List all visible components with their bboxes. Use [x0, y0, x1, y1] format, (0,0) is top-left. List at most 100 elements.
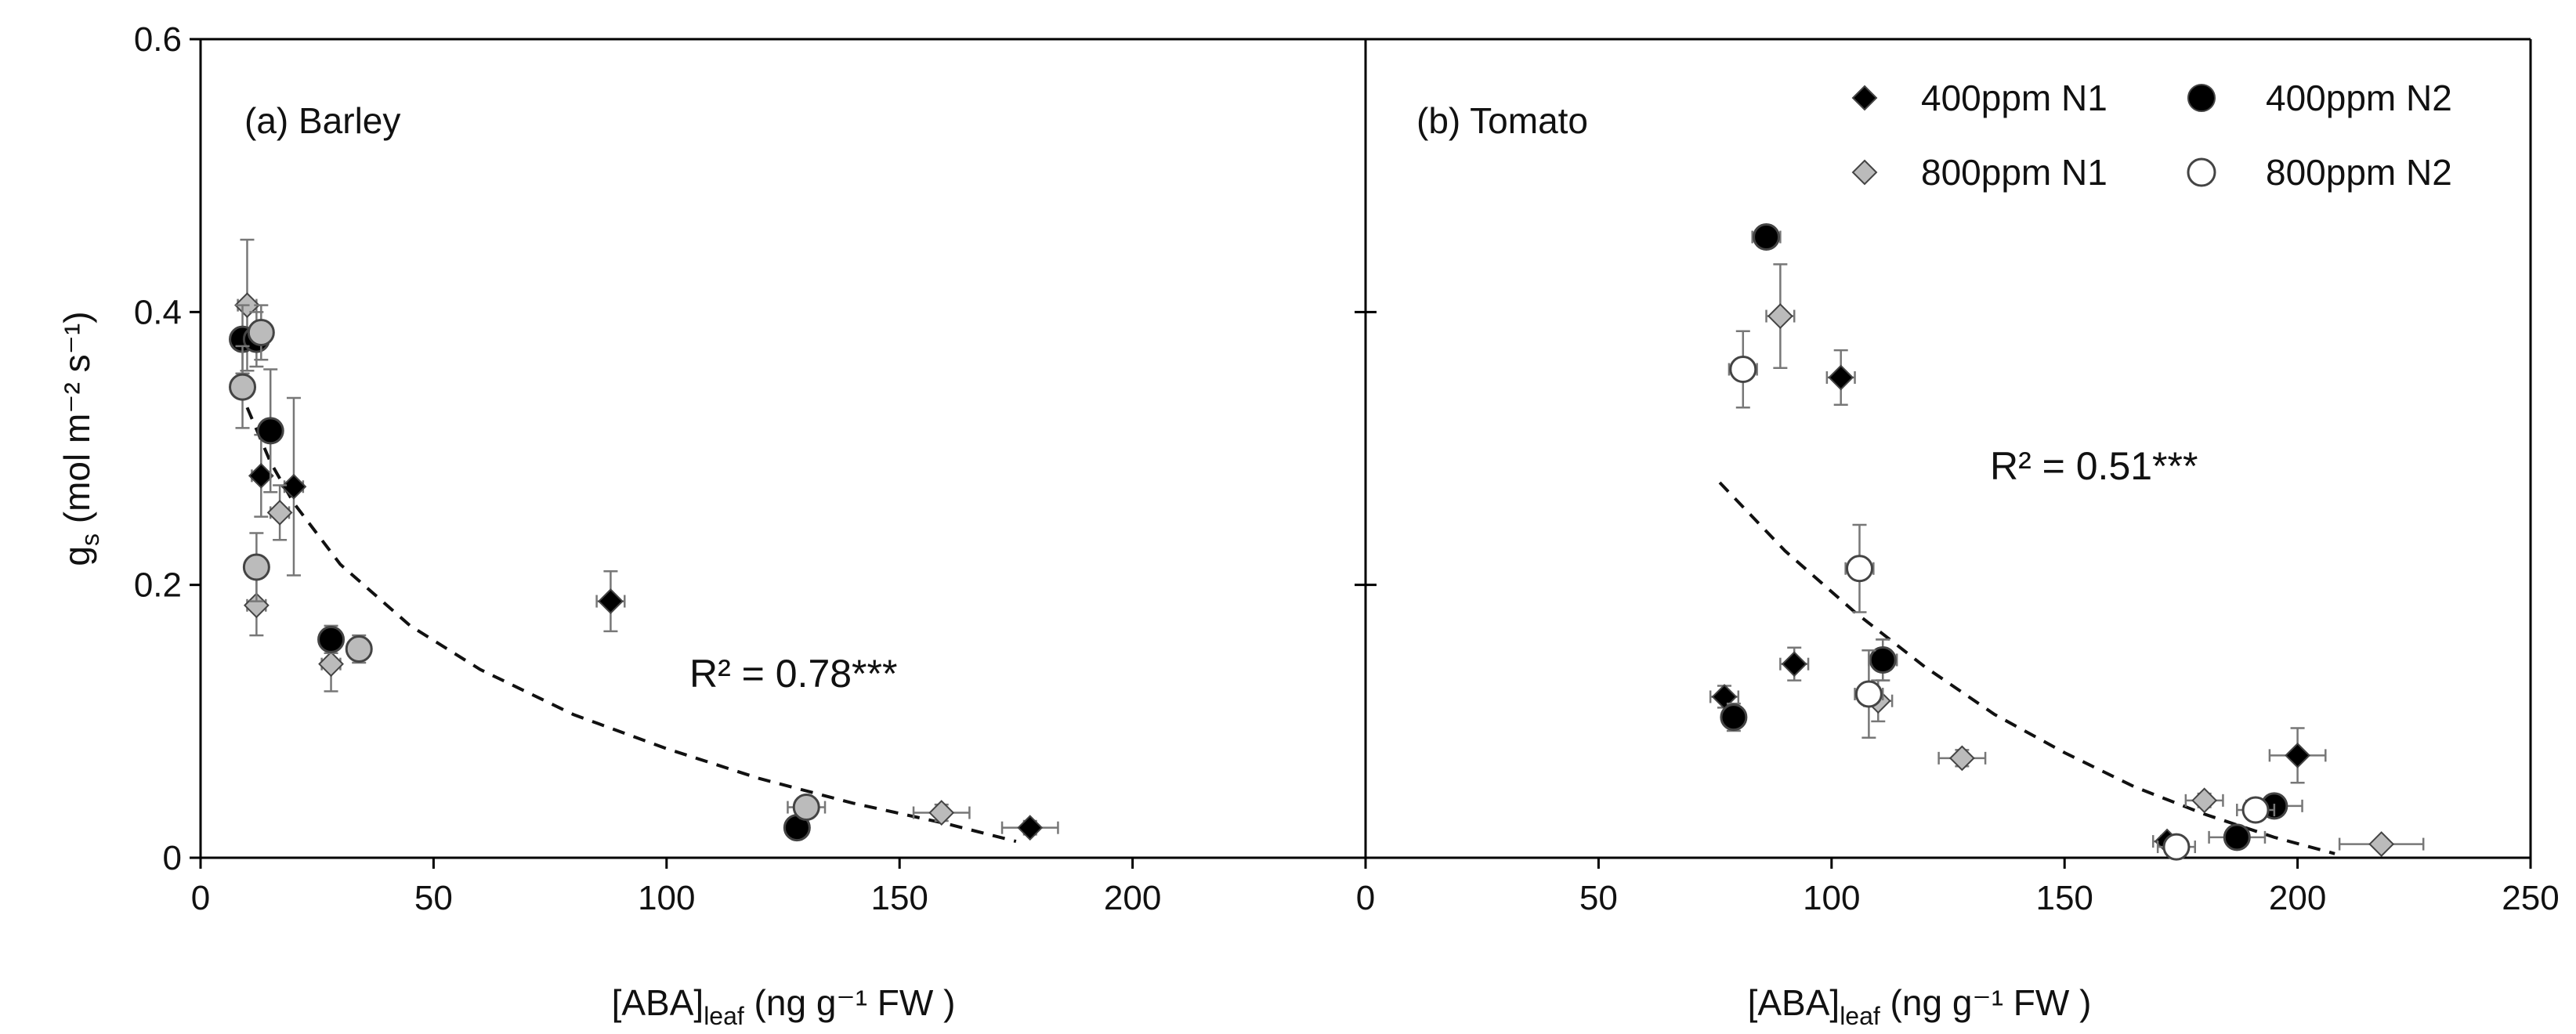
panel-a-y-tick-label: 0.4 — [134, 293, 182, 331]
circle-marker — [1869, 645, 1897, 674]
panel-a-label: (a) Barley — [244, 100, 400, 141]
diamond-marker — [2285, 742, 2311, 768]
circle-marker — [1729, 355, 1757, 383]
circle-marker — [1720, 703, 1748, 732]
circle-marker — [256, 417, 284, 445]
panel-b-data-point-800ppm-n2 — [1854, 649, 1884, 739]
panel-b-trend-line — [1718, 481, 2335, 855]
panel-a-data-point-800ppm-n2 — [247, 304, 275, 361]
panel-b-data-point-800ppm-n1 — [2338, 831, 2425, 857]
y-axis-title: gs (mol m⁻² s⁻¹) — [56, 311, 104, 566]
panel-b-x-tick-label: 250 — [2502, 879, 2559, 917]
panel-a-data-point-400ppm-n2 — [317, 624, 346, 654]
panel-b-x-tick-label: 200 — [2269, 879, 2326, 917]
panel-a-data-point-800ppm-n2 — [345, 634, 373, 664]
circle-marker — [229, 373, 257, 401]
panel-b-data-point-400ppm-n2 — [1868, 638, 1898, 682]
panel-b-data-point-400ppm-n1 — [1779, 646, 1810, 682]
panel-b-r2-label: R² = 0.51*** — [1990, 444, 2198, 488]
panel-b-data-point-800ppm-n2 — [1728, 330, 1758, 409]
legend-marker-circle — [2187, 157, 2216, 187]
circle-marker — [1753, 223, 1781, 251]
panel-a-x-tick-label: 150 — [870, 879, 928, 917]
diamond-marker — [1781, 651, 1807, 678]
circle-marker — [247, 318, 275, 346]
panel-b-data-point-400ppm-n1 — [1825, 349, 1856, 407]
panel-a-data-point-400ppm-n1 — [280, 396, 307, 577]
panel-a-data-point-400ppm-n2 — [256, 368, 284, 494]
circle-marker — [1845, 555, 1873, 583]
panel-b-data-point-800ppm-n2 — [2236, 796, 2276, 824]
panel-b-data-point-400ppm-n2 — [1720, 702, 1748, 732]
circle-marker — [2223, 823, 2251, 851]
panel-a-data-point-800ppm-n2 — [787, 794, 827, 822]
panel-a-data-point-400ppm-n1 — [248, 433, 274, 518]
diamond-marker — [1767, 303, 1793, 329]
panel-b-x-tick-label: 50 — [1579, 879, 1618, 917]
legend-item: 800ppm N2 — [2187, 152, 2452, 193]
panel-a-data-point-800ppm-n1 — [912, 800, 971, 826]
panel-a-data-point-800ppm-n1 — [318, 635, 344, 692]
diamond-marker — [2191, 787, 2218, 814]
diamond-marker — [1017, 815, 1044, 841]
diamond-marker — [318, 651, 344, 678]
circle-marker — [2241, 796, 2270, 824]
circle-marker — [1854, 680, 1883, 708]
panel-a-data-point-800ppm-n2 — [229, 345, 257, 429]
diamond-marker — [1828, 364, 1854, 391]
legend-label: 400ppm N2 — [2266, 78, 2452, 118]
legend-label: 400ppm N1 — [1921, 78, 2107, 118]
legend-item: 400ppm N2 — [2187, 78, 2452, 118]
circle-marker — [2162, 833, 2191, 861]
circle-marker — [345, 635, 373, 663]
diamond-marker — [280, 473, 307, 500]
legend-marker-diamond — [1851, 85, 1878, 111]
panel-a-data-point-800ppm-n2 — [242, 532, 270, 602]
legend-marker-diamond — [1851, 159, 1878, 186]
panel-a-r2-label: R² = 0.78*** — [689, 652, 897, 696]
panel-a-data-point-400ppm-n1 — [1000, 815, 1059, 841]
panel-a-data-point-800ppm-n1 — [266, 484, 293, 541]
panel-b-data-point-800ppm-n1 — [1765, 263, 1796, 369]
diamond-marker — [2368, 831, 2395, 857]
legend: 400ppm N1 400ppm N2 800ppm N1 800ppm N2 — [1851, 78, 2452, 193]
legend-marker-circle — [2187, 84, 2216, 112]
circle-marker — [792, 794, 820, 822]
diamond-marker — [928, 800, 955, 826]
diamond-marker — [1948, 745, 1975, 772]
diamond-marker — [248, 462, 274, 489]
panel-a-x-tick-label: 50 — [414, 879, 453, 917]
panel-b-data-point-400ppm-n2 — [2208, 823, 2267, 851]
panel-a-x-tick-label: 200 — [1104, 879, 1161, 917]
panel-b-plot: 0 50 100 150 200 250 — [1355, 38, 2560, 917]
diamond-marker — [266, 499, 293, 526]
panel-b-data-point-800ppm-n2 — [2156, 833, 2196, 861]
panel-a-y-tick-label: 0.2 — [134, 566, 182, 605]
legend-item: 800ppm N1 — [1851, 152, 2107, 193]
panel-b-x-tick-label: 150 — [2035, 879, 2093, 917]
circle-marker — [242, 553, 270, 581]
legend-item: 400ppm N1 — [1851, 78, 2107, 118]
diamond-marker — [243, 592, 270, 619]
panel-b-x-axis-title: [ABA]leaf (ng g⁻¹ FW ) — [1748, 982, 2092, 1030]
panel-b-data-point-800ppm-n1 — [2184, 787, 2224, 814]
panel-b-data-point-800ppm-n1 — [1937, 745, 1987, 772]
panel-a-plot: 0 50 100 150 200 0 0.2 0.4 0.6 — [134, 20, 1366, 917]
panel-b-x-tick-label: 0 — [1356, 879, 1375, 917]
diamond-marker — [598, 588, 624, 614]
panel-a-trend-line — [245, 407, 1017, 844]
panel-a-x-axis-title: [ABA]leaf (ng g⁻¹ FW ) — [612, 982, 956, 1030]
panel-a-y-tick-label: 0.6 — [134, 20, 182, 59]
plot-layer: 0 50 100 150 200 0 0.2 0.4 0.6 0 50 100 150 200 250 — [134, 20, 2560, 917]
circle-marker — [317, 625, 346, 653]
legend-label: 800ppm N2 — [2266, 152, 2452, 193]
legend-label: 800ppm N1 — [1921, 152, 2107, 193]
panel-b-x-tick-label: 100 — [1803, 879, 1860, 917]
panel-a-y-tick-label: 0 — [163, 839, 182, 877]
panel-b-data-point-800ppm-n2 — [1844, 523, 1875, 613]
panel-a-x-tick-label: 0 — [191, 879, 210, 917]
panel-b-data-point-400ppm-n1 — [2268, 727, 2327, 784]
panel-b-data-point-400ppm-n2 — [1751, 223, 1782, 251]
panel-a-data-point-400ppm-n1 — [595, 570, 626, 633]
